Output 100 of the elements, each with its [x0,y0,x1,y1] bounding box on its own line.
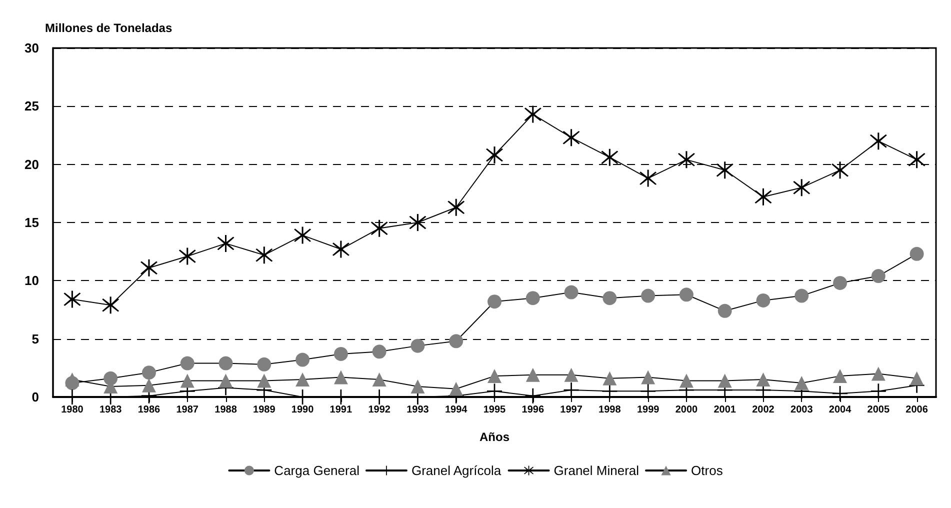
legend-label: Granel Agrícola [411,463,502,478]
x-tick-label: 1983 [99,404,122,416]
point [334,370,348,384]
point [488,294,502,309]
point [564,382,579,398]
point [64,290,81,308]
point [562,129,580,146]
point [756,372,770,387]
point [678,151,695,168]
legend-label: Carga General [274,463,360,478]
point [217,234,234,252]
point [296,372,310,387]
point [602,291,617,306]
y-tick-label: 15 [24,215,39,230]
point [296,352,310,367]
point [564,368,578,382]
point [180,374,194,388]
point [641,288,656,303]
x-tick-label: 1996 [522,404,544,416]
point [372,372,386,387]
point [526,291,540,306]
point [102,296,120,314]
point [870,384,886,399]
point [486,146,503,164]
x-tick-label: 1991 [330,404,352,416]
x-tick-label: 2001 [714,404,736,416]
point [910,371,924,386]
point [679,288,694,302]
point [178,248,196,265]
x-tick-label: 1992 [368,404,391,416]
point [524,106,542,123]
y-axis-title: Millones de Toneladas [45,21,172,35]
y-tick-label: 0 [32,390,39,404]
point [449,334,464,348]
point [601,148,618,166]
point [640,384,656,399]
point [142,378,156,392]
point [754,188,772,206]
point [870,132,887,150]
x-tick-label: 2003 [790,404,814,416]
point [257,357,272,372]
x-tick-label: 1980 [61,404,84,416]
point [409,214,426,231]
point [65,372,80,387]
point [908,151,926,168]
point [294,226,312,244]
point [256,246,273,264]
legend-label: Granel Mineral [554,463,640,478]
point [410,338,425,353]
x-tick-label: 1999 [636,404,660,416]
point [718,374,732,388]
point [257,374,272,388]
legend-label: Otros [691,463,724,478]
y-tick-label: 20 [24,156,39,172]
point [372,344,386,359]
point [641,370,656,384]
point [871,269,886,284]
y-tick-label: 30 [24,40,39,56]
point [487,384,502,399]
point [679,374,694,388]
x-tick-label: 2004 [828,404,852,416]
x-tick-label: 1986 [138,404,161,416]
point [793,179,810,196]
x-tick-label: 2006 [906,404,928,416]
point [833,276,848,290]
x-tick-label: 1994 [444,404,468,416]
point [218,356,233,370]
point [910,246,924,261]
point [525,388,540,404]
point [370,220,388,237]
y-tick-label: 5 [32,331,39,346]
x-axis-title: Años [480,430,510,444]
x-tick-label: 1993 [406,404,430,416]
point [756,293,770,308]
point [488,369,502,384]
x-tick-label: 1995 [483,404,506,416]
point [180,356,194,370]
x-tick-label: 2000 [675,404,698,416]
x-tick-label: 2005 [867,404,890,416]
x-tick-label: 1988 [214,404,238,416]
point [832,162,849,179]
point [640,170,657,187]
x-tick-label: 2002 [752,404,775,416]
point [448,198,465,216]
y-tick-label: 10 [24,273,39,288]
point [602,384,618,399]
point [833,369,848,384]
point [718,304,732,318]
point [218,374,233,388]
point [410,380,425,394]
y-tick-label: 25 [24,98,39,114]
x-tick-label: 1989 [253,404,276,416]
x-tick-label: 1998 [598,404,622,416]
point [140,259,158,276]
point [526,368,540,382]
point [794,376,809,390]
point [564,285,578,300]
point [449,382,464,396]
point [871,366,886,381]
x-tick-label: 1990 [291,404,314,416]
